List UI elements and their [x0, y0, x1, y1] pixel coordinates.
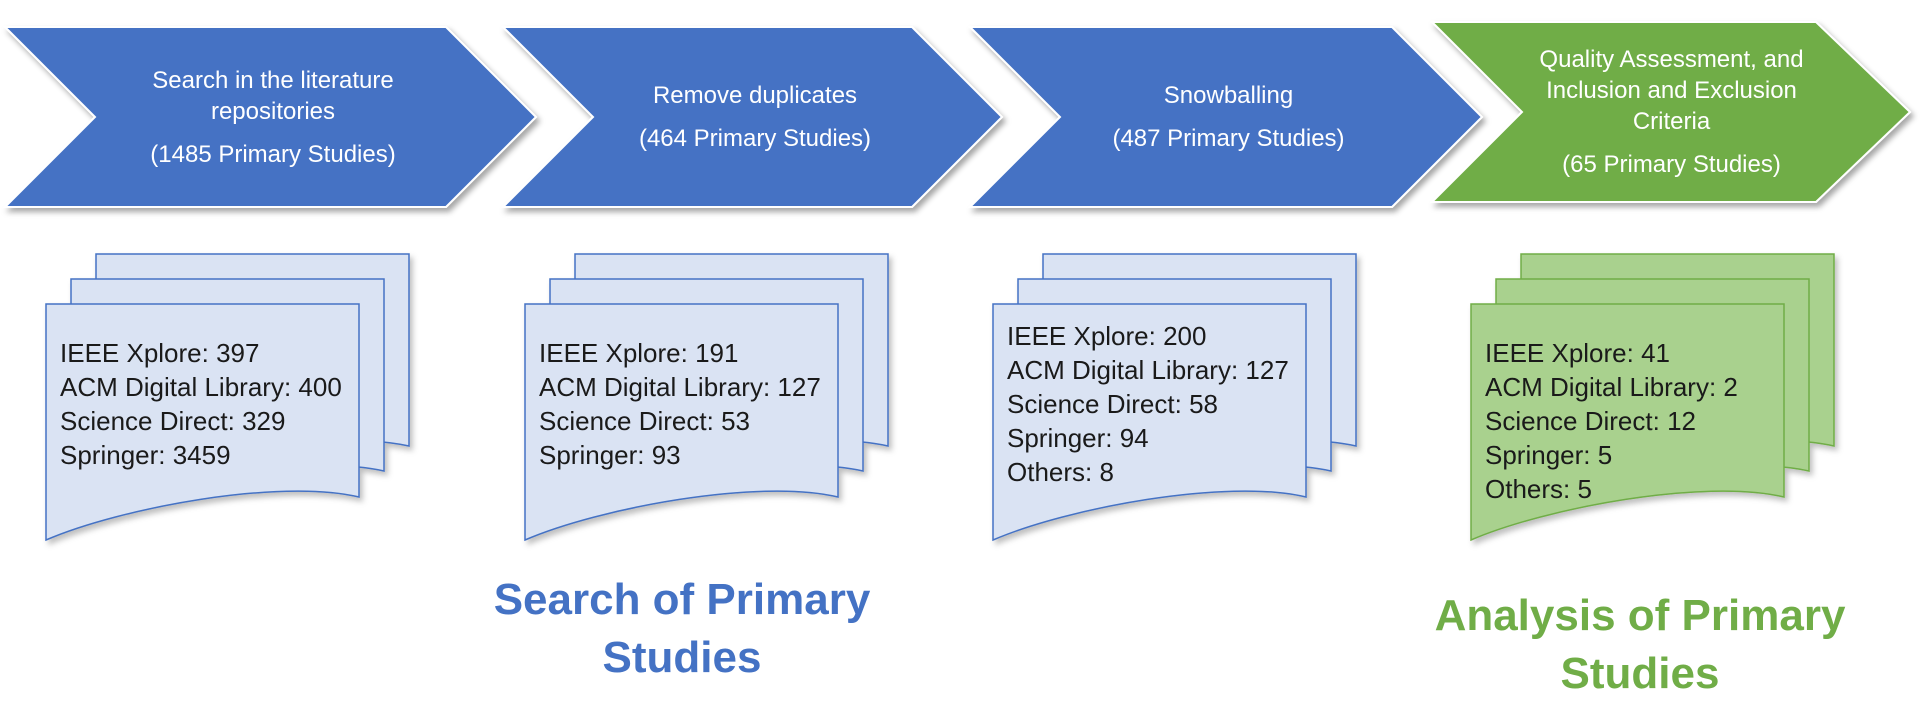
step-1-title-line: repositories [210, 97, 336, 125]
step-1-text: Search in the literature repositories (1… [90, 27, 456, 207]
step-1-count: (1485 Primary Studies) [150, 140, 396, 168]
source-count: Science Direct: 58 [1007, 389, 1218, 419]
phase-label-line: Analysis of Primary [1434, 591, 1846, 640]
source-count: IEEE Xplore: 41 [1485, 338, 1670, 368]
step-2-count: (464 Primary Studies) [638, 125, 872, 152]
step-2-title-line: Remove duplicates [652, 82, 858, 109]
document-1-text: IEEE Xplore: 397 ACM Digital Library: 40… [60, 336, 342, 472]
step-4-chevron [1429, 21, 1912, 203]
phase-label-line: Studies [1560, 649, 1720, 698]
source-count: ACM Digital Library: 127 [539, 372, 821, 402]
source-count: Others: 8 [1007, 457, 1114, 487]
step-3-text: Snowballing (487 Primary Studies) [1055, 27, 1402, 207]
source-count: Springer: 94 [1007, 423, 1149, 453]
step-1-chevron [2, 26, 538, 208]
document-stack-1 [45, 253, 410, 542]
document-stack-4 [1470, 253, 1835, 542]
step-3-count: (487 Primary Studies) [1112, 125, 1345, 152]
source-count: IEEE Xplore: 191 [539, 338, 739, 368]
source-count: ACM Digital Library: 400 [60, 372, 342, 402]
source-count: Springer: 3459 [60, 440, 231, 470]
step-4-title-line: Inclusion and Exclusion [1546, 77, 1797, 104]
step-3-chevron [967, 26, 1484, 208]
phase-label-search: Search of Primary Studies [462, 571, 902, 687]
document-2-text: IEEE Xplore: 191 ACM Digital Library: 12… [539, 336, 821, 472]
phase-label-line: Search of Primary [493, 575, 871, 624]
source-count: Springer: 93 [539, 440, 681, 470]
step-4-title-line: Criteria [1632, 108, 1711, 135]
source-count: Science Direct: 53 [539, 406, 750, 436]
document-3-text: IEEE Xplore: 200 ACM Digital Library: 12… [1007, 319, 1289, 489]
source-count: ACM Digital Library: 127 [1007, 355, 1289, 385]
document-stack-3 [992, 253, 1357, 542]
step-4-text: Quality Assessment, and Inclusion and Ex… [1517, 22, 1826, 202]
step-3-title-line: Snowballing [1163, 82, 1294, 109]
step-2-chevron [500, 26, 1004, 208]
step-1-title-line: Search in the literature [152, 66, 394, 94]
source-count: IEEE Xplore: 200 [1007, 321, 1207, 351]
phase-label-analysis: Analysis of Primary Studies [1410, 587, 1870, 703]
document-stack-2 [524, 253, 889, 542]
step-4-title-line: Quality Assessment, and [1539, 46, 1804, 73]
source-count: IEEE Xplore: 397 [60, 338, 260, 368]
phase-label-line: Studies [602, 633, 762, 682]
step-2-text: Remove duplicates (464 Primary Studies) [588, 27, 922, 207]
source-count: Science Direct: 12 [1485, 406, 1696, 436]
source-count: Springer: 5 [1485, 440, 1613, 470]
source-count: Others: 5 [1485, 474, 1592, 504]
source-count: ACM Digital Library: 2 [1485, 372, 1738, 402]
source-count: Science Direct: 329 [60, 406, 286, 436]
step-4-count: (65 Primary Studies) [1562, 151, 1781, 178]
document-4-text: IEEE Xplore: 41 ACM Digital Library: 2 S… [1485, 336, 1738, 506]
